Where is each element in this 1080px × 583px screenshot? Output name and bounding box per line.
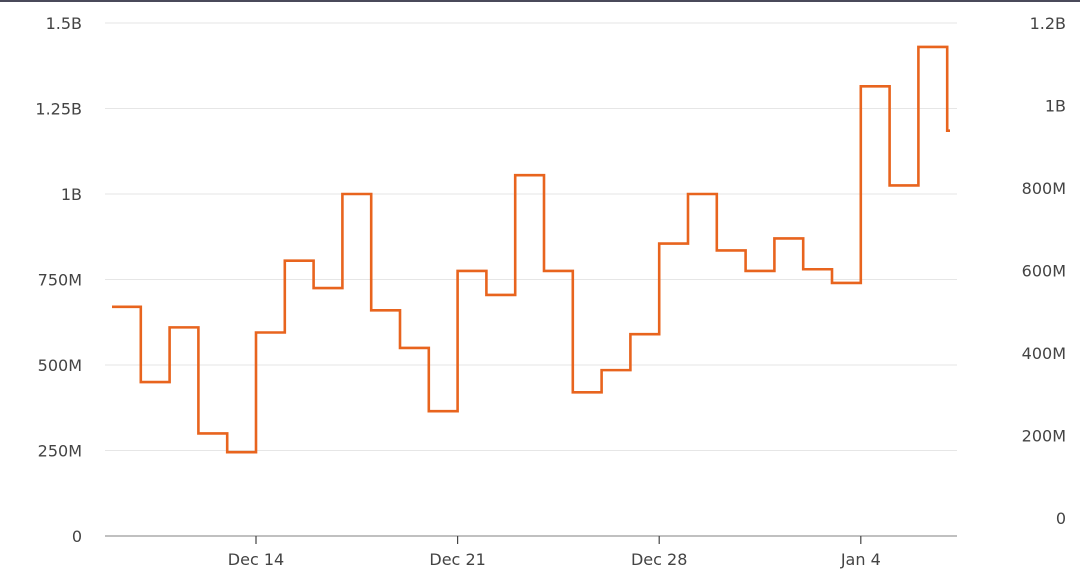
series-layer bbox=[112, 45, 950, 454]
x-tick-label: Dec 21 bbox=[429, 550, 485, 569]
left-tick-label: 250M bbox=[38, 442, 82, 461]
right-tick-label: 800M bbox=[1022, 179, 1066, 198]
left-y-axis: 0 250M 500M 750M 1B 1.25B 1.5B bbox=[35, 14, 82, 546]
right-tick-label: 0 bbox=[1056, 509, 1066, 528]
gridlines bbox=[105, 22, 957, 537]
x-tick-label: Jan 4 bbox=[840, 550, 881, 569]
left-tick-label: 750M bbox=[38, 271, 82, 290]
left-tick-label: 1B bbox=[61, 185, 82, 204]
right-y-axis: 0 200M 400M 600M 800M 1B 1.2B bbox=[1022, 14, 1066, 528]
right-tick-label: 200M bbox=[1022, 427, 1066, 446]
right-tick-label: 1B bbox=[1045, 97, 1066, 116]
left-tick-label: 0 bbox=[72, 527, 82, 546]
top-border bbox=[0, 0, 1080, 2]
right-tick-label: 400M bbox=[1022, 344, 1066, 363]
x-axis: Dec 14 Dec 21 Dec 28 Jan 4 bbox=[228, 536, 881, 569]
left-tick-label: 1.5B bbox=[46, 14, 82, 33]
left-tick-label: 1.25B bbox=[35, 100, 82, 119]
right-tick-label: 1.2B bbox=[1030, 14, 1066, 33]
x-tick-label: Dec 14 bbox=[228, 550, 284, 569]
x-tick-label: Dec 28 bbox=[631, 550, 687, 569]
left-tick-label: 500M bbox=[38, 356, 82, 375]
right-tick-label: 600M bbox=[1022, 262, 1066, 281]
series-step-line bbox=[112, 45, 950, 454]
